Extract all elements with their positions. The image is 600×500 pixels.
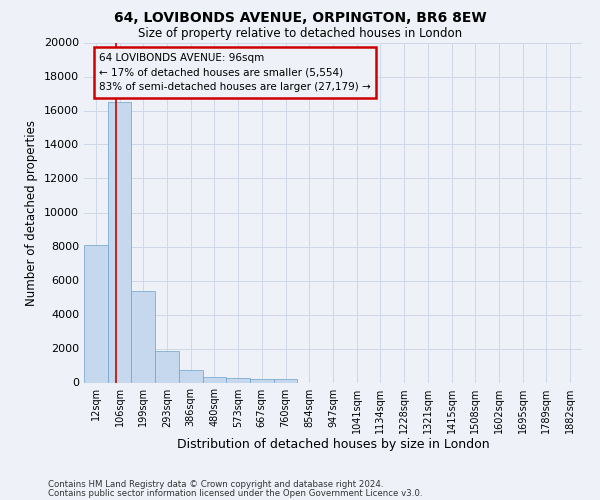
Bar xyxy=(226,378,250,382)
Text: 64, LOVIBONDS AVENUE, ORPINGTON, BR6 8EW: 64, LOVIBONDS AVENUE, ORPINGTON, BR6 8EW xyxy=(113,11,487,25)
Text: 64 LOVIBONDS AVENUE: 96sqm
← 17% of detached houses are smaller (5,554)
83% of s: 64 LOVIBONDS AVENUE: 96sqm ← 17% of deta… xyxy=(99,52,371,92)
Bar xyxy=(131,290,155,382)
Bar xyxy=(84,245,108,382)
Bar xyxy=(274,379,298,382)
Y-axis label: Number of detached properties: Number of detached properties xyxy=(25,120,38,306)
Bar xyxy=(155,351,179,382)
Bar xyxy=(250,379,274,382)
Bar xyxy=(203,376,226,382)
Text: Size of property relative to detached houses in London: Size of property relative to detached ho… xyxy=(138,27,462,40)
Bar xyxy=(108,102,131,382)
Text: Contains public sector information licensed under the Open Government Licence v3: Contains public sector information licen… xyxy=(48,489,422,498)
X-axis label: Distribution of detached houses by size in London: Distribution of detached houses by size … xyxy=(176,438,490,452)
Text: Contains HM Land Registry data © Crown copyright and database right 2024.: Contains HM Land Registry data © Crown c… xyxy=(48,480,383,489)
Bar xyxy=(179,370,203,382)
